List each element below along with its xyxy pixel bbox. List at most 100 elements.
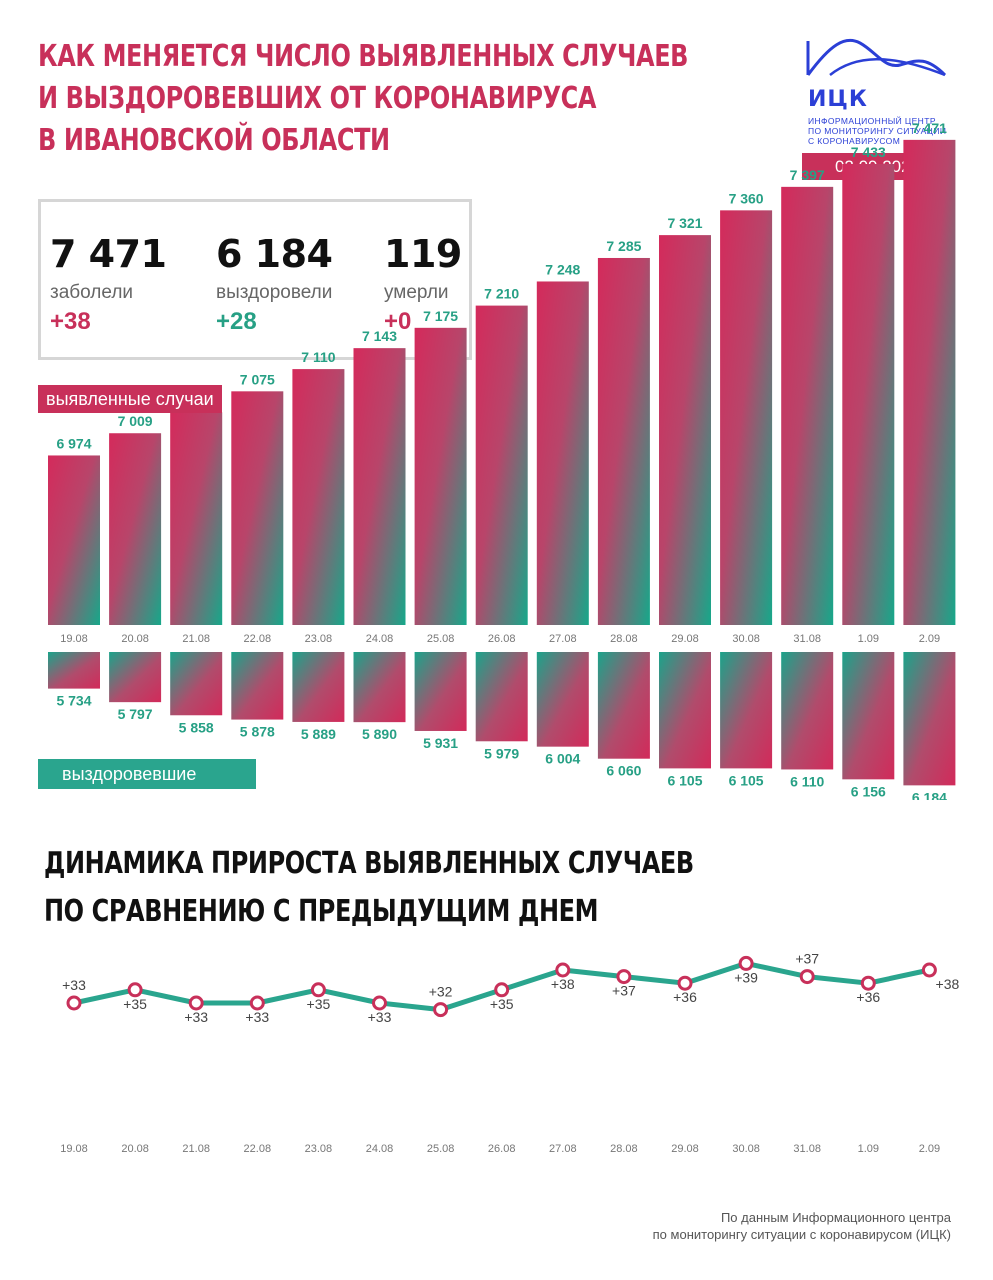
growth-point (677, 975, 693, 991)
cases-legend-label: выявленные случаи (38, 385, 222, 413)
stat-value: 6 184 (216, 232, 333, 276)
stat-value: 119 (384, 232, 462, 276)
cases-bar (231, 391, 284, 625)
date-tick-label: 25.08 (427, 633, 455, 645)
growth-point (249, 995, 265, 1011)
title-line: И ВЫЗДОРОВЕВШИХ ОТ КОРОНАВИРУСА (38, 81, 597, 116)
cases-bar (48, 455, 100, 625)
recovered-bar (353, 652, 406, 723)
stats-box: 7 471 заболели +38 6 184 выздоровели +28… (38, 199, 472, 360)
growth-value-label: +33 (62, 977, 86, 993)
growth-point (310, 982, 326, 998)
recovered-bar (109, 652, 162, 703)
date-tick-label: 28.08 (610, 1143, 638, 1155)
cases-bar (353, 348, 406, 625)
cases-value-label: 7 075 (240, 371, 275, 387)
date-tick-label: 29.08 (671, 1143, 699, 1155)
stat-recovered: 6 184 выздоровели +28 (216, 232, 333, 336)
logo-abbr: ИЦК (808, 87, 868, 112)
date-tick-label: 20.08 (121, 633, 149, 645)
recovered-value-label: 5 878 (240, 724, 275, 740)
title-line: КАК МЕНЯЕТСЯ ЧИСЛО ВЫЯВЛЕННЫХ СЛУЧАЕВ (38, 39, 689, 74)
growth-value-label: +33 (368, 1009, 392, 1025)
recovered-value-label: 6 004 (545, 751, 580, 767)
growth-value-label: +33 (184, 1009, 208, 1025)
stat-delta: +28 (216, 308, 257, 335)
date-tick-label: 26.08 (488, 633, 516, 645)
cases-bar (781, 186, 834, 626)
recovered-bar (842, 652, 895, 780)
growth-value-label: +38 (551, 976, 575, 992)
cases-value-label: 7 009 (118, 413, 153, 429)
growth-value-label: +36 (673, 989, 697, 1005)
date-tick-label: 29.08 (671, 633, 699, 645)
growth-point (188, 995, 204, 1011)
cases-bar (414, 327, 467, 625)
recovered-value-label: 5 734 (56, 693, 91, 709)
cases-value-label: 7 175 (423, 308, 458, 324)
cases-bar (720, 210, 773, 625)
logo-wave-icon (806, 38, 947, 77)
date-tick-label: 24.08 (366, 633, 394, 645)
logo-sub-line: ИНФОРМАЦИОННЫЙ ЦЕНТР (808, 116, 936, 126)
cases-bar (292, 369, 345, 625)
growth-point (433, 1002, 449, 1018)
recovered-value-label: 5 931 (423, 735, 458, 751)
date-tick-label: 21.08 (182, 1143, 210, 1155)
growth-line-chart: +33 19.08 +35 20.08 +33 21.08 +33 22.08 +35 23.08… (60, 951, 959, 1155)
recovered-bar (414, 652, 467, 731)
recovered-value-label: 5 890 (362, 726, 397, 742)
growth-point (616, 969, 632, 985)
date-tick-label: 24.08 (366, 1143, 394, 1155)
date-tick-label: 23.08 (305, 633, 333, 645)
cases-value-label: 7 360 (729, 190, 764, 206)
growth-value-label: +36 (856, 989, 880, 1005)
logo-sub-line: ПО МОНИТОРИНГУ СИТУАЦИИ (808, 126, 947, 136)
growth-value-label: +37 (795, 951, 819, 967)
growth-value-label: +35 (307, 996, 331, 1012)
cases-value-label: 7 143 (362, 328, 397, 344)
date-tick-label: 31.08 (793, 633, 821, 645)
source-line: по мониторингу ситуации с коронавирусом … (652, 1227, 951, 1242)
date-tick-label: 30.08 (732, 1143, 760, 1155)
recovered-value-label: 5 889 (301, 726, 336, 742)
logo-sub-line: С КОРОНАВИРУСОМ (808, 136, 901, 146)
stat-deaths: 119 умерли +0 (384, 232, 462, 336)
recovered-bar (659, 652, 711, 769)
date-tick-label: 25.08 (427, 1143, 455, 1155)
date-tick-label: 27.08 (549, 633, 577, 645)
growth-point (372, 995, 387, 1011)
cases-value-label: 7 433 (851, 144, 886, 160)
cases-bar (109, 433, 162, 625)
page-title: КАК МЕНЯЕТСЯ ЧИСЛО ВЫЯВЛЕННЫХ СЛУЧАЕВ И … (38, 36, 688, 162)
recovered-value-label: 6 105 (729, 772, 764, 788)
stat-label: выздоровели (216, 282, 333, 303)
logo: ИЦК ИНФОРМАЦИОННЫЙ ЦЕНТР ПО МОНИТОРИНГУ … (800, 35, 955, 146)
recovered-value-label: 6 105 (667, 772, 702, 788)
stat-cases: 7 471 заболели +38 (50, 232, 167, 336)
date-tick-label: 2.09 (919, 633, 940, 645)
growth-value-label: +33 (245, 1009, 269, 1025)
date-tick-label: 1.09 (858, 1143, 879, 1155)
title-line: В ИВАНОВСКОЙ ОБЛАСТИ (38, 123, 390, 158)
recovered-bar (903, 652, 956, 786)
cases-value-label: 7 321 (667, 215, 702, 231)
cases-bar (475, 305, 528, 625)
growth-section-title: ДИНАМИКА ПРИРОСТА ВЫЯВЛЕННЫХ СЛУЧАЕВ ПО … (44, 840, 694, 936)
growth-point (799, 969, 815, 985)
cases-value-label: 6 974 (56, 435, 91, 451)
stat-delta: +38 (50, 308, 91, 335)
recovered-value-label: 5 797 (118, 706, 153, 722)
cases-bar (170, 412, 223, 625)
growth-value-label: +35 (123, 996, 147, 1012)
recovered-value-label: 6 110 (790, 773, 824, 789)
cases-bar (536, 281, 589, 625)
date-tick-label: 19.08 (60, 633, 88, 645)
growth-value-label: +35 (490, 996, 514, 1012)
source-note: По данным Информационного центра по мони… (653, 1209, 951, 1243)
date-tick-label: 28.08 (610, 633, 638, 645)
cases-bar (842, 163, 895, 625)
date-tick-label: 1.09 (858, 633, 879, 645)
recovered-bar (720, 652, 773, 769)
